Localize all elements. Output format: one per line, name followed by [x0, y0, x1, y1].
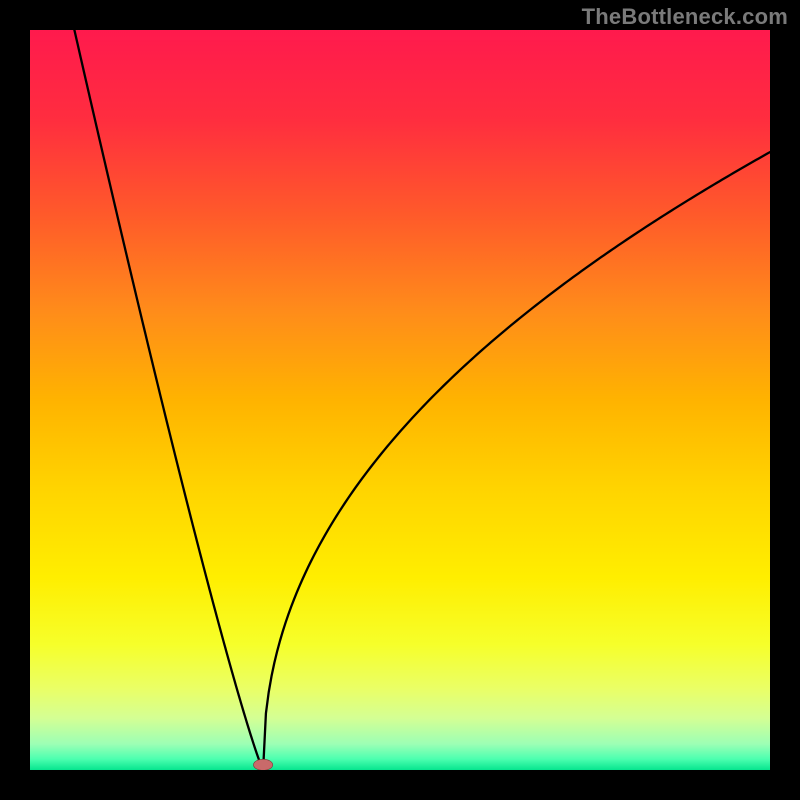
plot-area [30, 30, 770, 770]
valley-marker [253, 759, 272, 770]
watermark-text: TheBottleneck.com [582, 4, 788, 30]
gradient-background [30, 30, 770, 770]
chart-svg [30, 30, 770, 770]
outer-frame: TheBottleneck.com [0, 0, 800, 800]
